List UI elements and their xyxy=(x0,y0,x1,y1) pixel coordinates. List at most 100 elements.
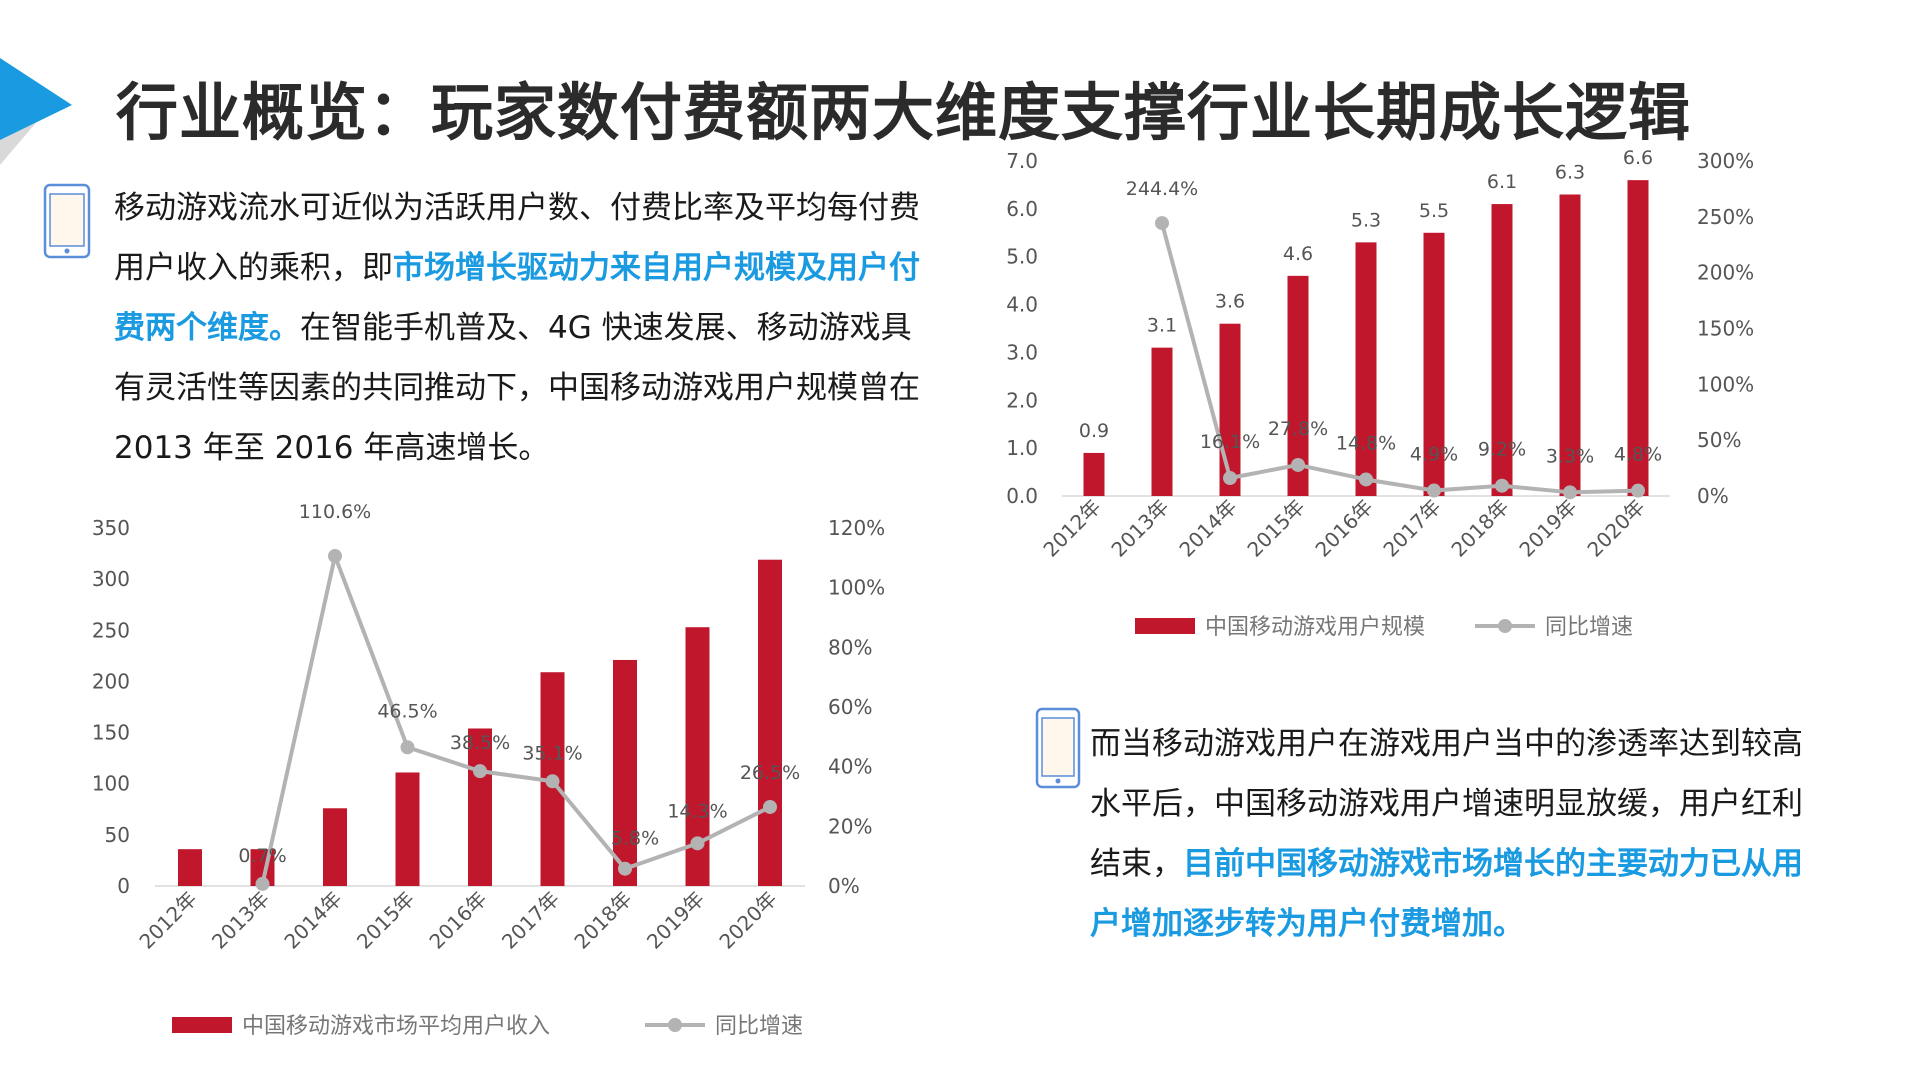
growth-point xyxy=(1563,485,1577,500)
x-tick-label: 2020年 xyxy=(1582,495,1649,562)
bar xyxy=(1151,347,1173,496)
bar xyxy=(395,772,420,886)
x-tick-label: 2018年 xyxy=(569,887,636,954)
x-tick-label: 2017年 xyxy=(497,887,564,954)
growth-label: 0.7% xyxy=(238,845,286,867)
growth-label: 3.3% xyxy=(1546,445,1594,467)
growth-label: 110.6% xyxy=(299,501,371,523)
legend-bar-swatch xyxy=(172,1017,232,1033)
y-tick-right: 80% xyxy=(828,635,872,659)
y-tick-left: 4.0 xyxy=(1006,293,1038,317)
y-tick-left: 0.0 xyxy=(1006,484,1038,508)
bar xyxy=(1491,204,1513,497)
y-tick-left: 3.0 xyxy=(1006,340,1038,364)
growth-label: 16.1% xyxy=(1200,431,1260,453)
page-title: 行业概览：玩家数付费额两大维度支撑行业长期成长逻辑 xyxy=(116,76,1692,149)
growth-point xyxy=(618,861,632,876)
bar xyxy=(1627,180,1649,496)
growth-point xyxy=(1359,472,1373,487)
y-tick-left: 250 xyxy=(92,618,130,642)
growth-label: 4.9% xyxy=(1410,444,1458,466)
y-tick-left: 150 xyxy=(92,721,130,745)
growth-point xyxy=(1223,471,1237,486)
legend-bar-label: 中国移动游戏用户规模 xyxy=(1205,615,1425,640)
x-tick-label: 2013年 xyxy=(207,887,274,954)
bar xyxy=(1559,194,1581,496)
bar xyxy=(1287,275,1309,496)
y-tick-right: 50% xyxy=(1697,428,1741,452)
bar xyxy=(613,659,637,886)
bar-label: 4.6 xyxy=(1283,243,1313,265)
x-tick-label: 2015年 xyxy=(352,887,419,954)
legend-line-label: 同比增速 xyxy=(715,1014,803,1039)
bar xyxy=(1355,242,1377,496)
x-tick-label: 2014年 xyxy=(279,887,346,954)
x-tick-label: 2016年 xyxy=(424,887,491,954)
bar xyxy=(323,808,347,886)
y-tick-right: 250% xyxy=(1697,205,1754,229)
growth-point xyxy=(328,549,342,564)
y-tick-left: 6.0 xyxy=(1006,197,1038,221)
y-tick-right: 120% xyxy=(828,516,885,540)
y-tick-right: 150% xyxy=(1697,317,1754,341)
growth-label: 38.5% xyxy=(450,732,510,754)
bar-label: 3.6 xyxy=(1215,291,1245,313)
growth-point xyxy=(763,799,777,814)
growth-point xyxy=(1427,483,1441,498)
growth-point xyxy=(255,876,270,891)
para1-text-2: 在智能手机普及、4G 快速发展、移动游戏具有灵活性等因素的共同推动下，中国移动游… xyxy=(114,310,920,466)
growth-line xyxy=(1160,222,1639,495)
x-tick-label: 2014年 xyxy=(1174,495,1241,562)
legend-bar-swatch xyxy=(1135,618,1195,634)
legend-bar-label: 中国移动游戏市场平均用户收入 xyxy=(242,1014,550,1039)
bar xyxy=(178,849,202,886)
bar-label: 3.1 xyxy=(1147,315,1177,337)
growth-label: 14.8% xyxy=(1336,432,1396,454)
growth-point xyxy=(1155,216,1169,231)
x-tick-label: 2013年 xyxy=(1106,495,1173,562)
phone-icon xyxy=(43,183,91,259)
conclusion-paragraph: 而当移动游戏用户在游戏用户当中的渗透率达到较高水平后，中国移动游戏用户增速明显放… xyxy=(1090,714,1810,954)
growth-label: 4.8% xyxy=(1614,444,1662,466)
y-tick-left: 200 xyxy=(92,669,130,693)
bar-label: 0.9 xyxy=(1079,420,1109,442)
bar xyxy=(1083,452,1105,496)
y-tick-right: 100% xyxy=(1697,372,1754,396)
growth-label: 14.3% xyxy=(667,800,727,822)
x-tick-label: 2012年 xyxy=(1038,495,1105,562)
growth-point xyxy=(400,740,415,755)
y-tick-left: 50 xyxy=(105,823,130,847)
growth-label: 5.8% xyxy=(611,828,659,850)
para2-highlight: 目前中国移动游戏市场增长的主要动力已从用户增加逐步转为用户付费增加。 xyxy=(1090,846,1803,942)
growth-label: 27.8% xyxy=(1268,418,1328,440)
bar-label: 6.3 xyxy=(1555,162,1585,184)
growth-point xyxy=(473,764,487,779)
legend-line-marker xyxy=(668,1018,682,1032)
y-tick-right: 0% xyxy=(828,874,860,898)
para2-text-1: 而当移动游戏用户在游戏用户当中的渗透率达到较高水平后，中国移动游戏用户增速明显放… xyxy=(1090,726,1803,882)
y-tick-left: 7.0 xyxy=(1006,149,1038,173)
bar-label: 5.3 xyxy=(1351,209,1381,231)
x-tick-label: 2017年 xyxy=(1378,495,1445,562)
para1-text-1: 移动游戏流水可近似为活跃用户数、付费比率及平均每付费用户收入的乘积，即 xyxy=(114,190,920,286)
legend-line-marker xyxy=(1498,619,1512,633)
y-tick-left: 300 xyxy=(92,567,130,591)
y-tick-left: 5.0 xyxy=(1006,245,1038,269)
bar xyxy=(1219,323,1241,496)
growth-point xyxy=(1291,457,1305,472)
bar-label: 6.1 xyxy=(1487,171,1517,193)
y-tick-left: 350 xyxy=(92,516,130,540)
x-tick-label: 2019年 xyxy=(642,887,709,954)
y-tick-left: 100 xyxy=(92,772,130,796)
x-tick-label: 2015年 xyxy=(1242,495,1309,562)
growth-line xyxy=(260,554,771,885)
arrow-decoration xyxy=(0,58,72,165)
growth-point xyxy=(1631,483,1645,498)
bar-label: 6.6 xyxy=(1623,147,1653,169)
y-tick-left: 2.0 xyxy=(1006,388,1038,412)
growth-point xyxy=(690,836,705,851)
bar xyxy=(758,559,782,886)
x-tick-label: 2020年 xyxy=(714,887,781,954)
x-tick-label: 2016年 xyxy=(1310,495,1377,562)
y-tick-left: 1.0 xyxy=(1006,436,1038,460)
